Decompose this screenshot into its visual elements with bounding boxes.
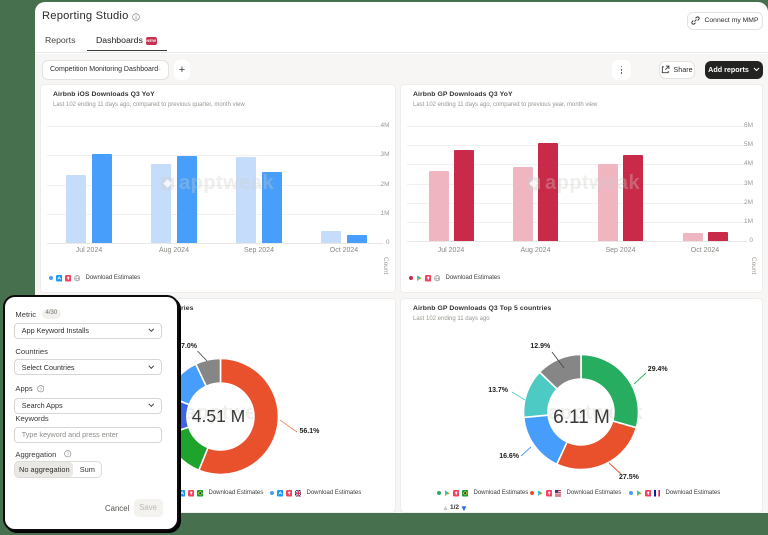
svg-text:?: ? [66,451,69,456]
svg-text:?: ? [39,386,42,391]
